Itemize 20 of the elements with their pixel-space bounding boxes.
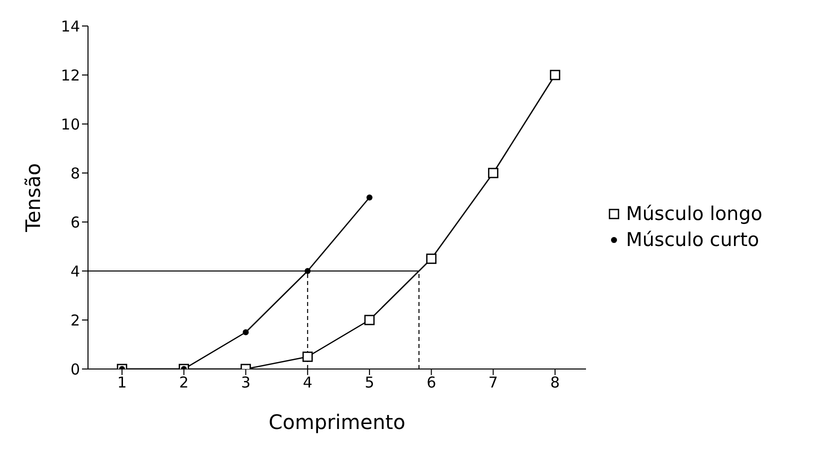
y-tick-label: 12 xyxy=(60,66,80,84)
y-tick-label: 8 xyxy=(70,164,80,182)
x-tick-label: 6 xyxy=(426,374,436,392)
x-tick-label: 8 xyxy=(550,374,560,392)
y-tick-label: 6 xyxy=(70,213,80,232)
y-tick-label: 0 xyxy=(70,360,80,378)
x-tick-label: 7 xyxy=(488,374,498,392)
x-tick-label: 2 xyxy=(179,374,189,392)
x-tick-label: 3 xyxy=(240,374,251,392)
y-tick-label: 4 xyxy=(70,262,80,280)
legend-label: Músculo curto xyxy=(626,228,760,250)
legend-label: Músculo longo xyxy=(626,202,762,224)
x-tick-label: 1 xyxy=(117,374,127,392)
y-tick-label: 14 xyxy=(60,17,80,36)
y-axis-title: Tensão xyxy=(21,163,46,233)
y-tick-label: 2 xyxy=(70,311,80,330)
x-tick-label: 5 xyxy=(364,374,374,392)
x-tick-label: 4 xyxy=(302,374,312,392)
y-tick-label: 10 xyxy=(60,115,80,134)
x-axis-title: Comprimento xyxy=(268,410,406,434)
